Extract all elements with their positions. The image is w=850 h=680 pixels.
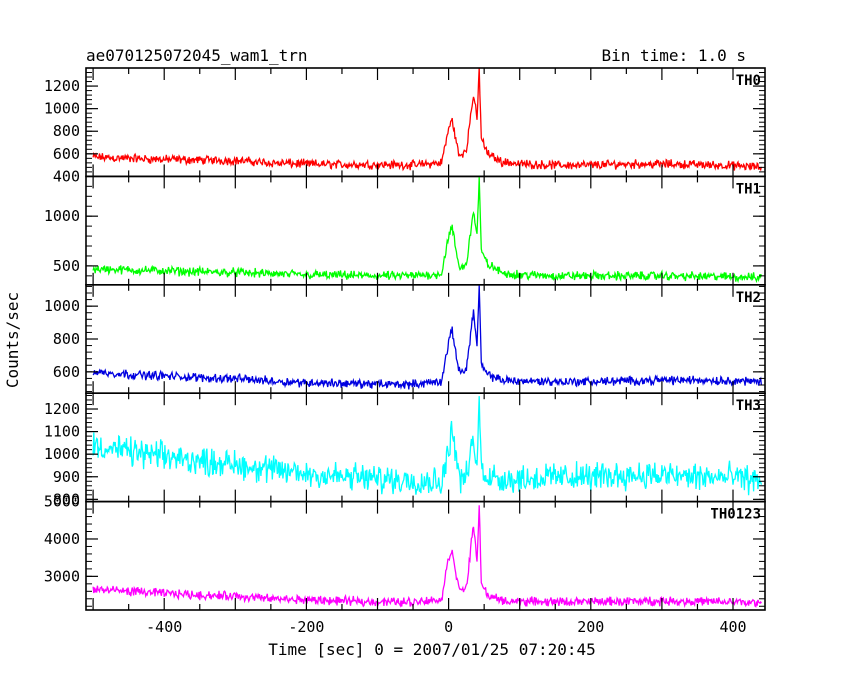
y-tick-label: 1200 (44, 400, 80, 418)
y-tick-label: 400 (53, 167, 80, 185)
y-tick-label: 600 (53, 363, 80, 381)
panel-frame (85, 175, 766, 286)
y-tick-label: 3000 (44, 567, 80, 585)
y-tick-label: 500 (53, 257, 80, 275)
series-line-th3 (92, 396, 763, 496)
panels-group: 400 600 800 1000 1200 TH0 500 1000 TH1 600 800 1000… (44, 67, 766, 636)
chart-title-left: ae070125072045_wam1_trn (86, 46, 308, 65)
panel-th0: 400 600 800 1000 1200 TH0 (44, 67, 766, 185)
y-tick-label: 800 (53, 330, 80, 348)
y-tick-label: 4000 (44, 530, 80, 548)
x-axis-label: Time [sec] 0 = 2007/01/25 07:20:45 (268, 640, 596, 659)
y-tick-label: 1000 (44, 297, 80, 315)
y-tick-label: 900 (53, 468, 80, 486)
series-label-th0: TH0 (736, 73, 761, 89)
x-tick-label: -400 (146, 618, 182, 636)
series-label-th1: TH1 (736, 181, 761, 197)
series-label-th2: TH2 (736, 290, 761, 306)
x-tick-label: 0 (444, 618, 453, 636)
series-line-th0123 (92, 505, 762, 609)
x-tick-label: 200 (577, 618, 604, 636)
panel-frame (85, 500, 766, 611)
panel-th0123: 3000 4000 5000 TH0123 (44, 493, 766, 611)
y-tick-label: 1200 (44, 77, 80, 95)
series-line-th1 (92, 176, 763, 284)
y-tick-label: 600 (53, 145, 80, 163)
series-label-th3: TH3 (736, 398, 761, 414)
panel-th3: 800 900 1000 1100 1200 TH3 (44, 392, 766, 508)
y-tick-label: 1000 (44, 100, 80, 118)
y-tick-label: 800 (53, 122, 80, 140)
series-line-th2 (92, 285, 763, 390)
panel-th2: 600 800 1000 TH2 (44, 283, 766, 394)
y-tick-label: 1000 (44, 445, 80, 463)
series-label-th0123: TH0123 (710, 507, 761, 523)
y-tick-label: 5000 (44, 493, 80, 511)
panel-th1: 500 1000 TH1 (44, 175, 766, 286)
series-line-th0 (92, 68, 763, 172)
chart-title-right: Bin time: 1.0 s (602, 46, 747, 65)
x-tick-label: -200 (288, 618, 324, 636)
y-tick-label: 1000 (44, 207, 80, 225)
y-tick-label: 1100 (44, 423, 80, 441)
y-axis-label: Counts/sec (3, 292, 22, 388)
x-tick-label: 400 (719, 618, 746, 636)
y-tick-label: 800 (53, 490, 80, 508)
